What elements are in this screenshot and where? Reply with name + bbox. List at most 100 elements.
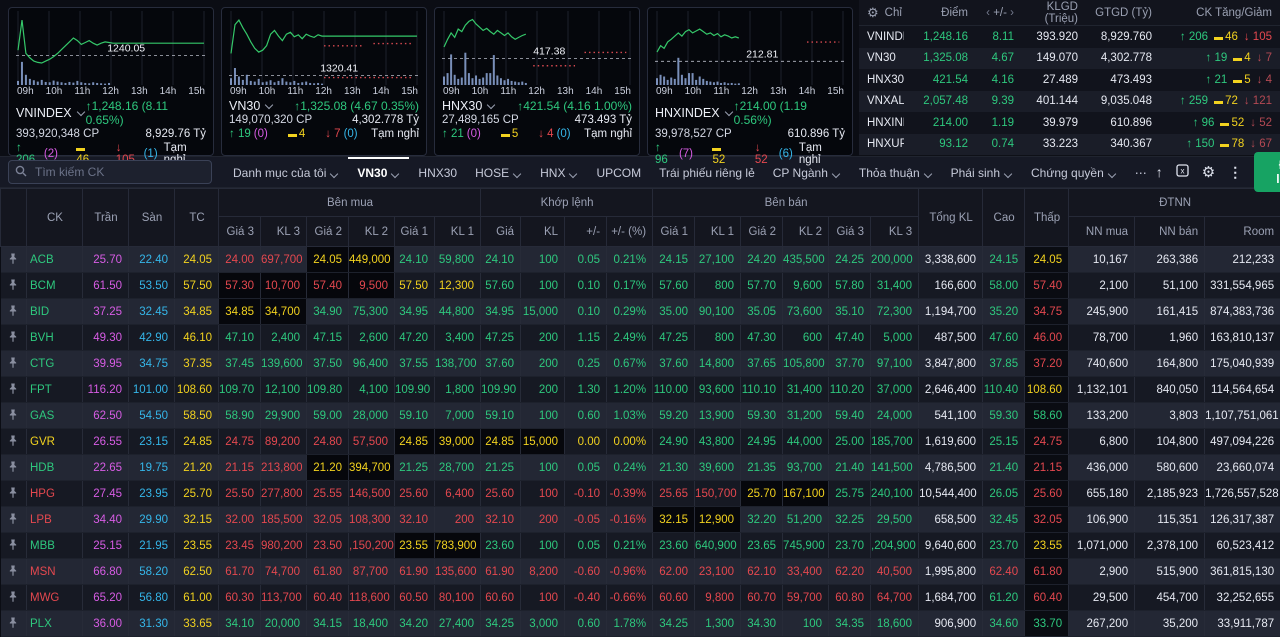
board-row-bvh[interactable]: BVH49.3042.9046.1047.102,40047.152,60047… [1, 325, 1280, 351]
cell-bp1: 109.90 [395, 377, 435, 403]
pin-icon[interactable] [8, 279, 18, 290]
cell-pin [1, 247, 27, 273]
cell-av1: 1,300 [695, 611, 741, 637]
cell-mp: 21.25 [481, 455, 521, 481]
cell-bp3: 34.10 [219, 611, 261, 637]
board-row-acb[interactable]: ACB25.7022.4024.0524.00697,70024.05449,0… [1, 247, 1280, 273]
cell-av3: 72,300 [871, 299, 919, 325]
export-excel-icon[interactable]: x [1176, 164, 1189, 180]
index-name-dropdown[interactable]: VN30 [229, 99, 274, 113]
cell-bp1: 61.90 [395, 559, 435, 585]
board-row-hpg[interactable]: HPG27.4523.9525.7025.50277,80025.55146,5… [1, 481, 1280, 507]
chevron-down-icon [832, 170, 840, 178]
tab-hnx30[interactable]: HNX30 [409, 157, 466, 187]
order-button[interactable]: Đặt lệnh [1254, 152, 1280, 192]
board-row-msn[interactable]: MSN66.8058.2062.5061.7074,70061.8087,700… [1, 559, 1280, 585]
cell-pin [1, 299, 27, 325]
index-row[interactable]: HNX30 421.544.16 27.489473.493 ↑ 215 ↓ 4 [859, 69, 1280, 91]
pin-icon[interactable] [8, 331, 18, 342]
index-name-dropdown[interactable]: HNX30 [442, 99, 496, 113]
index-row[interactable]: HNXUPCOMINDEX 93.120.74 33.223340.367 ↑ … [859, 134, 1280, 156]
tab-vn30[interactable]: VN30 [348, 157, 409, 187]
cell-floor: 42.90 [129, 325, 175, 351]
tab-⋯[interactable]: ⋯ [1126, 157, 1156, 187]
cell-total: 1,194,700 [919, 299, 983, 325]
pin-icon[interactable] [8, 591, 18, 602]
pin-icon[interactable] [8, 253, 18, 264]
kebab-menu-icon[interactable]: ⋮ [1228, 164, 1242, 181]
cell-fs: 840,050 [1135, 377, 1205, 403]
index-volume: 27,489,165 CP [442, 114, 519, 126]
pin-icon[interactable] [8, 617, 18, 628]
cell-bp1: 59.10 [395, 403, 435, 429]
cell-bv1: 6,400 [435, 481, 481, 507]
board-row-hdb[interactable]: HDB22.6519.7521.2021.15213,80021.20394,7… [1, 455, 1280, 481]
cell-room: 361,815,130 [1205, 559, 1280, 585]
tab-upcom[interactable]: UPCOM [587, 157, 650, 187]
index-row[interactable]: HNXINDEX 214.001.19 39.979610.896 ↑ 9652… [859, 112, 1280, 134]
pin-icon[interactable] [8, 305, 18, 316]
cell-av3: 5,000 [871, 325, 919, 351]
pin-icon[interactable] [8, 565, 18, 576]
tab-cp-ngành[interactable]: CP Ngành [764, 157, 850, 187]
pin-icon[interactable] [8, 383, 18, 394]
cell-fs: 1,960 [1135, 325, 1205, 351]
board-row-gvr[interactable]: GVR26.5523.1524.8524.7589,20024.8057,500… [1, 429, 1280, 455]
scroll-top-icon[interactable]: ↑ [1156, 164, 1163, 180]
pin-icon[interactable] [8, 487, 18, 498]
pin-icon[interactable] [8, 435, 18, 446]
board-row-gas[interactable]: GAS62.5054.5058.5058.9029,90059.0028,000… [1, 403, 1280, 429]
cell-mpct: -0.16% [607, 507, 653, 533]
cell-low: 23.55 [1025, 533, 1069, 559]
chevron-down-icon [391, 170, 399, 178]
tab-danh-mục-của-tôi[interactable]: Danh mục của tôi [224, 157, 348, 187]
tab-hnx[interactable]: HNX [531, 157, 587, 187]
tab-hose[interactable]: HOSE [466, 157, 531, 187]
cell-ap3: 59.40 [829, 403, 871, 429]
gear-icon[interactable]: ⚙ [867, 5, 879, 21]
cell-ceil: 65.20 [83, 585, 129, 611]
pin-icon[interactable] [8, 409, 18, 420]
cell-fb: 655,180 [1069, 481, 1135, 507]
pin-icon[interactable] [8, 461, 18, 472]
cell-bv1: 39,000 [435, 429, 481, 455]
cell-mv: 100 [521, 247, 565, 273]
cell-av2: 167,100 [783, 481, 829, 507]
tab-trái-phiếu-riêng-lẻ[interactable]: Trái phiếu riêng lẻ [650, 157, 764, 187]
pin-icon[interactable] [8, 357, 18, 368]
cell-ref: 23.55 [175, 533, 219, 559]
cell-bv2: 449,000 [349, 247, 395, 273]
pin-icon[interactable] [8, 539, 18, 550]
board-row-ctg[interactable]: CTG39.9534.7537.3537.45139,60037.5096,40… [1, 351, 1280, 377]
board-row-bcm[interactable]: BCM61.5053.5057.5057.3010,70057.409,5005… [1, 273, 1280, 299]
cell-ck: CTG [27, 351, 83, 377]
time-axis: 09h10h11h12h13h14h15h [229, 85, 419, 99]
index-row[interactable]: VN30 1,325.084.67 149.0704,302.778 ↑ 194… [859, 48, 1280, 70]
index-row[interactable]: VNXALL 2,057.489.39 401.1449,035.048 ↑ 2… [859, 91, 1280, 113]
cell-ceil: 39.95 [83, 351, 129, 377]
tab-phái-sinh[interactable]: Phái sinh [942, 157, 1022, 187]
tab-thỏa-thuận[interactable]: Thỏa thuận [850, 157, 942, 187]
gear-icon[interactable]: ⚙ [1202, 163, 1215, 181]
cell-av3: 97,100 [871, 351, 919, 377]
cell-bv2: 18,400 [349, 611, 395, 637]
search-input[interactable] [8, 160, 212, 184]
board-row-mwg[interactable]: MWG65.2056.8061.0060.30113,70060.40118,6… [1, 585, 1280, 611]
index-name-dropdown[interactable]: HNXINDEX [655, 106, 734, 120]
cell-mp: 32.10 [481, 507, 521, 533]
cell-high: 34.60 [983, 611, 1025, 637]
board-row-bid[interactable]: BID37.2532.4534.8534.8534,70034.9075,300… [1, 299, 1280, 325]
cell-ref: 33.65 [175, 611, 219, 637]
board-row-lpb[interactable]: LPB34.4029.9032.1532.00185,50032.05108,3… [1, 507, 1280, 533]
board-row-mbb[interactable]: MBB25.1521.9523.5523.45980,20023.50,150,… [1, 533, 1280, 559]
tab-chứng-quyền[interactable]: Chứng quyền [1022, 157, 1126, 187]
cell-ref: 108.60 [175, 377, 219, 403]
cell-ref: 21.20 [175, 455, 219, 481]
index-row[interactable]: VNINDEX 1,248.168.11 393.9208,929.760 ↑ … [859, 26, 1280, 48]
pin-icon[interactable] [8, 513, 18, 524]
board-row-fpt[interactable]: FPT116.20101.00108.60109.7012,100109.804… [1, 377, 1280, 403]
index-name-dropdown[interactable]: VNINDEX [16, 106, 86, 120]
board-row-plx[interactable]: PLX36.0031.3033.6534.1020,00034.1518,400… [1, 611, 1280, 637]
cell-mc: -0.60 [565, 559, 607, 585]
cell-floor: 29.90 [129, 507, 175, 533]
